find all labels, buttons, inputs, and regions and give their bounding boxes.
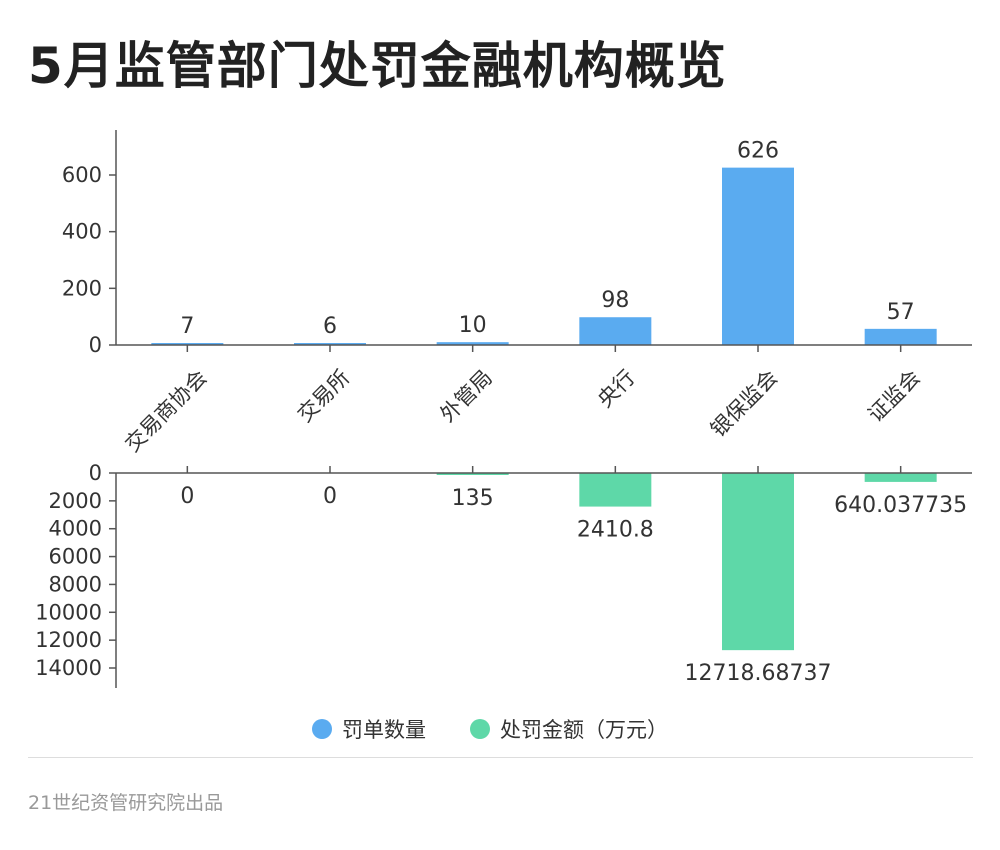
legend-marker-0: [312, 719, 332, 739]
bar-count-0: [151, 343, 224, 345]
category-label-3: 央行: [593, 365, 640, 412]
bottom-y-tick-label: 14000: [35, 656, 102, 680]
category-label-0: 交易商协会: [120, 365, 211, 456]
legend-label-0: 罚单数量: [342, 718, 426, 742]
top-y-tick-label: 600: [62, 163, 102, 187]
data-label-count-4: 626: [737, 139, 779, 164]
bar-count-3: [579, 317, 652, 345]
legend-label-1: 处罚金额（万元）: [500, 718, 668, 742]
bar-amount-3: [579, 473, 652, 507]
data-label-amount-0: 0: [180, 484, 194, 509]
bar-count-4: [722, 167, 794, 345]
data-label-count-2: 10: [459, 313, 487, 338]
category-label-1: 交易所: [293, 365, 355, 427]
bottom-y-tick-label: 4000: [49, 517, 102, 541]
legend-marker-1: [470, 719, 490, 739]
category-label-4: 银保监会: [706, 365, 782, 441]
bottom-y-tick-label: 0: [89, 461, 102, 485]
data-label-count-3: 98: [601, 288, 629, 313]
top-y-tick-label: 200: [62, 276, 102, 300]
footer-divider: [28, 757, 973, 758]
category-label-5: 证监会: [863, 365, 925, 427]
category-label-2: 外管局: [435, 365, 497, 427]
bottom-y-tick-label: 2000: [49, 489, 102, 513]
bar-count-1: [294, 343, 366, 345]
top-y-tick-label: 0: [89, 333, 102, 357]
data-label-count-0: 7: [180, 314, 194, 339]
bottom-y-tick-label: 10000: [35, 600, 102, 624]
data-label-amount-4: 12718.68737: [685, 661, 832, 686]
bottom-panel-amount: 0 2000 4000 6000 8000 10000 12000 14000 0 0 135 241…: [35, 461, 972, 688]
bottom-y-tick-label: 6000: [49, 545, 102, 569]
data-label-amount-1: 0: [323, 484, 337, 509]
chart-title: 5月监管部门处罚金融机构概览: [28, 37, 727, 95]
legend: 罚单数量 处罚金额（万元）: [312, 718, 668, 742]
data-label-count-1: 6: [323, 314, 337, 339]
bottom-y-tick-label: 12000: [35, 628, 102, 652]
data-label-amount-2: 135: [452, 486, 494, 511]
bar-count-2: [436, 342, 509, 345]
bar-count-5: [864, 328, 937, 345]
bottom-y-tick-label: 8000: [49, 572, 102, 596]
dual-bar-chart: 0 200 400 600 7 6 10 98 626 57 交易商协会 交易所 外管局 央行 银保监会 证…: [35, 130, 972, 742]
category-labels: 交易商协会 交易所 外管局 央行 银保监会 证监会: [120, 365, 925, 456]
footer-credit: 21世纪资管研究院出品: [28, 792, 224, 814]
bar-amount-2: [436, 473, 509, 475]
bar-amount-4: [722, 473, 794, 651]
top-panel-count: 0 200 400 600 7 6 10 98 626 57: [62, 130, 972, 357]
data-label-amount-3: 2410.8: [577, 518, 654, 543]
data-label-amount-5: 640.037735: [834, 493, 967, 518]
bar-amount-5: [864, 473, 937, 482]
top-y-tick-label: 400: [62, 220, 102, 244]
data-label-count-5: 57: [887, 300, 915, 325]
